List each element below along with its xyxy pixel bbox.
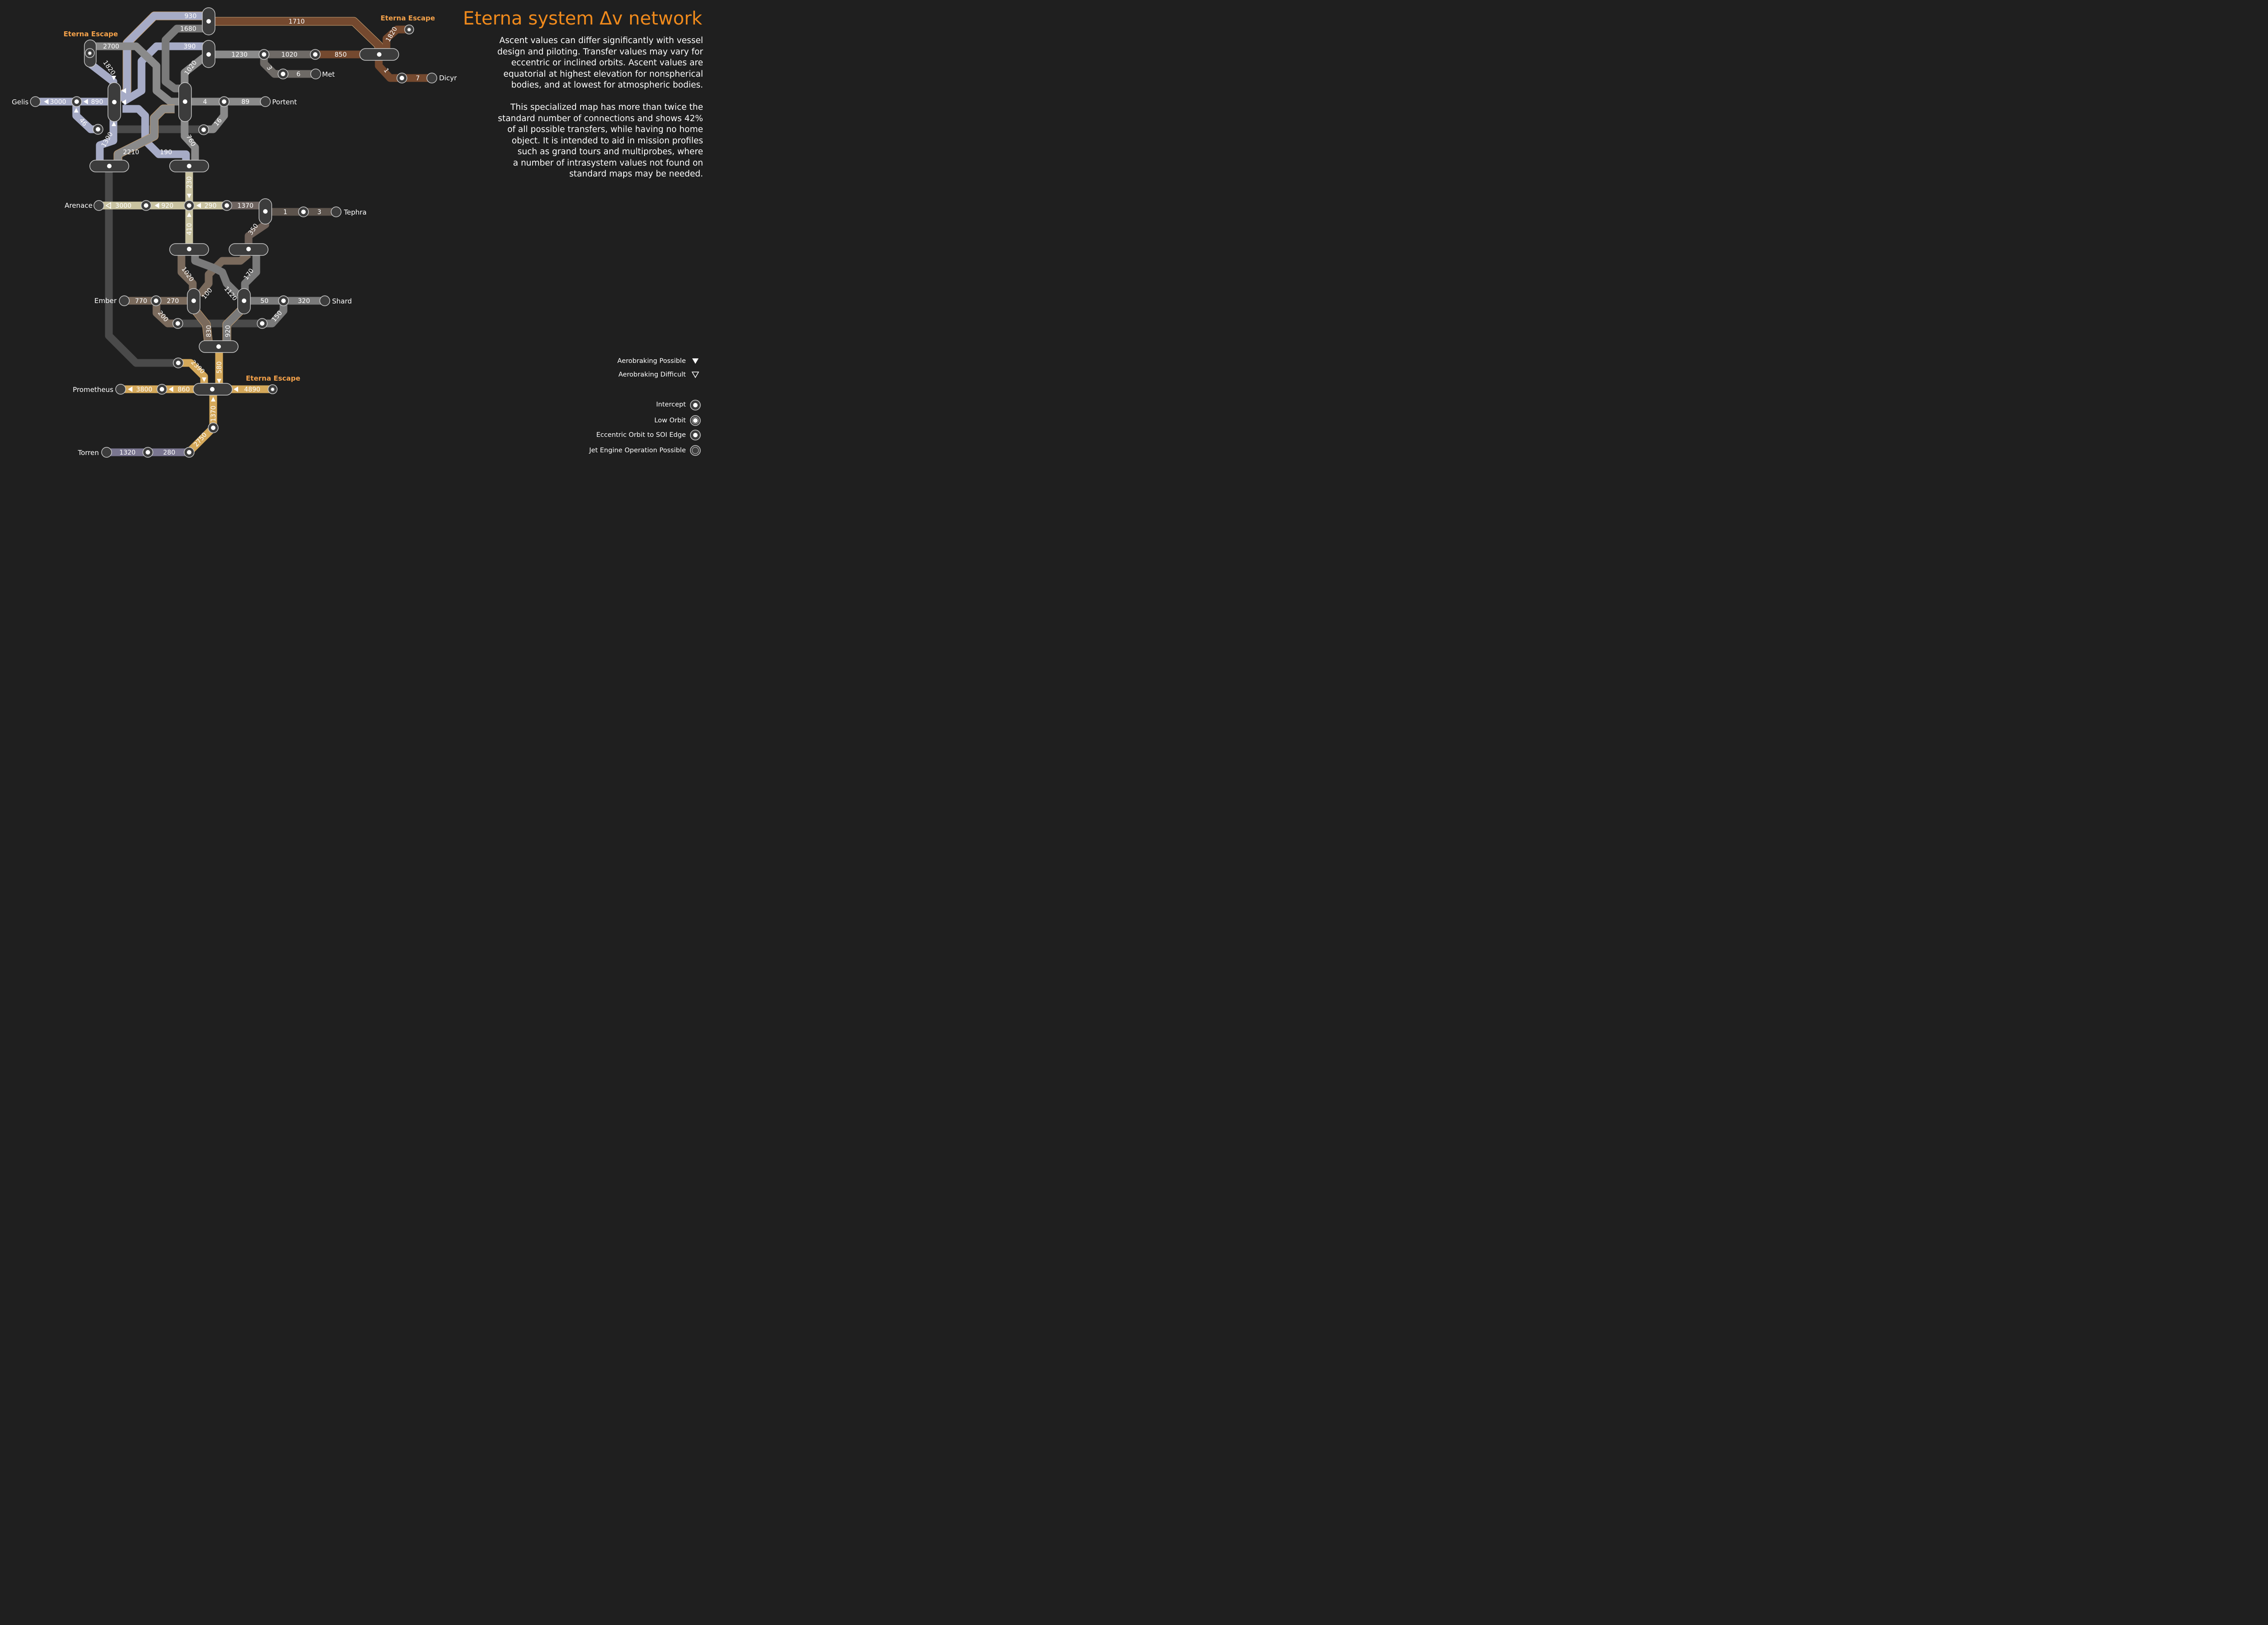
legend-jet-engine: Jet Engine Operation Possible: [589, 447, 686, 454]
dv-label: 4: [203, 98, 207, 106]
body-label-gelis: Gelis: [12, 98, 29, 106]
dv-label: 89: [241, 98, 249, 106]
dv-label: 50: [260, 298, 269, 305]
dv-label: 6: [297, 71, 301, 78]
legend-symbols: [690, 358, 701, 456]
aerobrake-difficult-arrow: [105, 202, 111, 209]
body-label-shard: Shard: [332, 297, 352, 305]
body-label-torren: Torren: [78, 449, 99, 457]
trunk-lines: [105, 125, 263, 367]
desc-line: such as grand tours and multiprobes, whe…: [517, 147, 703, 157]
body-label-dicyr: Dicyr: [439, 74, 457, 82]
dv-label: 390: [184, 43, 196, 50]
description-paragraph-1: Ascent values can differ significantly w…: [467, 35, 703, 91]
description-paragraph-2: This specialized map has more than twice…: [467, 102, 703, 180]
svg-text:✹: ✹: [88, 50, 93, 57]
dv-label: 410: [186, 223, 193, 235]
dv-label: 3: [318, 209, 322, 216]
dv-label: 890: [91, 98, 103, 106]
desc-line: Ascent values can differ significantly w…: [499, 36, 703, 45]
dv-label: 230: [186, 176, 193, 189]
escape-label: Eterna Escape: [64, 30, 118, 38]
escape-markers: ✹ ✹ ✹: [85, 24, 414, 394]
dv-label: 1370: [237, 202, 254, 210]
dv-label: 1370: [210, 406, 217, 422]
dv-label: 290: [205, 202, 217, 210]
legend-intercept: Intercept: [656, 401, 686, 408]
dv-label: 1230: [231, 51, 248, 59]
intercept-icon: [690, 400, 701, 411]
svg-text:✹: ✹: [270, 387, 275, 393]
dv-label: 1020: [281, 51, 298, 59]
desc-line: standard maps may be needed.: [569, 169, 703, 179]
legend-aerobraking-possible: Aerobraking Possible: [617, 357, 686, 365]
aerobrake-difficult-icon: [691, 372, 699, 378]
escape-label: Eterna Escape: [381, 14, 435, 22]
aerobrake-possible-icon: [692, 358, 699, 364]
dv-label: 860: [178, 386, 190, 393]
dv-label: 280: [163, 449, 176, 456]
desc-line: equatorial at highest elevation for nons…: [503, 69, 703, 79]
dv-label: 3800: [136, 386, 152, 393]
dv-label: 850: [335, 51, 347, 59]
page-title: Eterna system Δv network: [463, 8, 702, 29]
node-dots: [107, 19, 381, 392]
escape-label: Eterna Escape: [246, 374, 300, 382]
dv-label: 320: [298, 298, 310, 305]
svg-text:✹: ✹: [407, 27, 412, 34]
dv-label: 580: [216, 362, 223, 374]
dv-label: 4890: [244, 386, 260, 393]
body-label-prometheus: Prometheus: [73, 386, 113, 394]
dv-label: 1: [284, 209, 288, 216]
dv-label: 270: [167, 298, 179, 305]
dv-label: 930: [185, 13, 197, 20]
body-names: Gelis Portent Met Dicyr Arenace Tephra E…: [12, 70, 457, 457]
dv-label: 190: [160, 149, 172, 156]
orbit-markers: [71, 49, 407, 458]
desc-line: object. It is intended to aid in mission…: [512, 136, 703, 146]
eccentric-orbit-icon: [690, 430, 701, 441]
dv-label: 7: [416, 75, 420, 82]
dv-label: 1320: [119, 449, 136, 456]
dv-label: 2210: [123, 149, 139, 156]
body-label-tephra: Tephra: [343, 208, 367, 216]
dv-label: 1710: [288, 18, 305, 25]
dv-label: 920: [161, 202, 174, 210]
desc-line: This specialized map has more than twice…: [510, 103, 703, 112]
dv-network-map: .lbl { font-family: "DejaVu Sans", sans-…: [12, 7, 457, 458]
dv-label: 1680: [180, 25, 196, 33]
legend-aerobraking-difficult: Aerobraking Difficult: [618, 371, 686, 378]
desc-line: of all possible transfers, while having …: [507, 125, 703, 134]
body-label-met: Met: [322, 70, 335, 78]
body-label-portent: Portent: [272, 98, 297, 106]
desc-line: standard number of connections and shows…: [498, 113, 703, 123]
low-orbit-icon: [690, 415, 701, 426]
body-terminals: [30, 69, 437, 458]
aerobrake-arrows: [44, 76, 238, 401]
transfer-nodes: [84, 7, 399, 396]
escape-labels: Eterna Escape Eterna Escape Eterna Escap…: [64, 14, 435, 382]
dv-label: 2700: [103, 43, 119, 50]
desc-line: a number of intrasystem values not found…: [513, 158, 703, 168]
legend-low-orbit: Low Orbit: [654, 417, 686, 424]
dv-label: 830: [205, 325, 213, 338]
dv-label: 770: [135, 298, 147, 305]
body-label-arenace: Arenace: [64, 201, 93, 210]
dv-label: 3000: [115, 202, 132, 210]
legend-eccentric-orbit: Eccentric Orbit to SOI Edge: [596, 431, 686, 439]
desc-line: eccentric or inclined orbits. Ascent val…: [511, 58, 703, 68]
arenace-lines: [98, 167, 265, 254]
desc-line: bodies, and at lowest for atmospheric bo…: [511, 80, 703, 90]
desc-line: design and piloting. Transfer values may…: [497, 47, 703, 57]
jet-engine-icon: [690, 445, 701, 456]
dv-label: 3000: [50, 98, 66, 106]
body-label-ember: Ember: [94, 297, 117, 305]
dv-label: 920: [225, 325, 232, 338]
